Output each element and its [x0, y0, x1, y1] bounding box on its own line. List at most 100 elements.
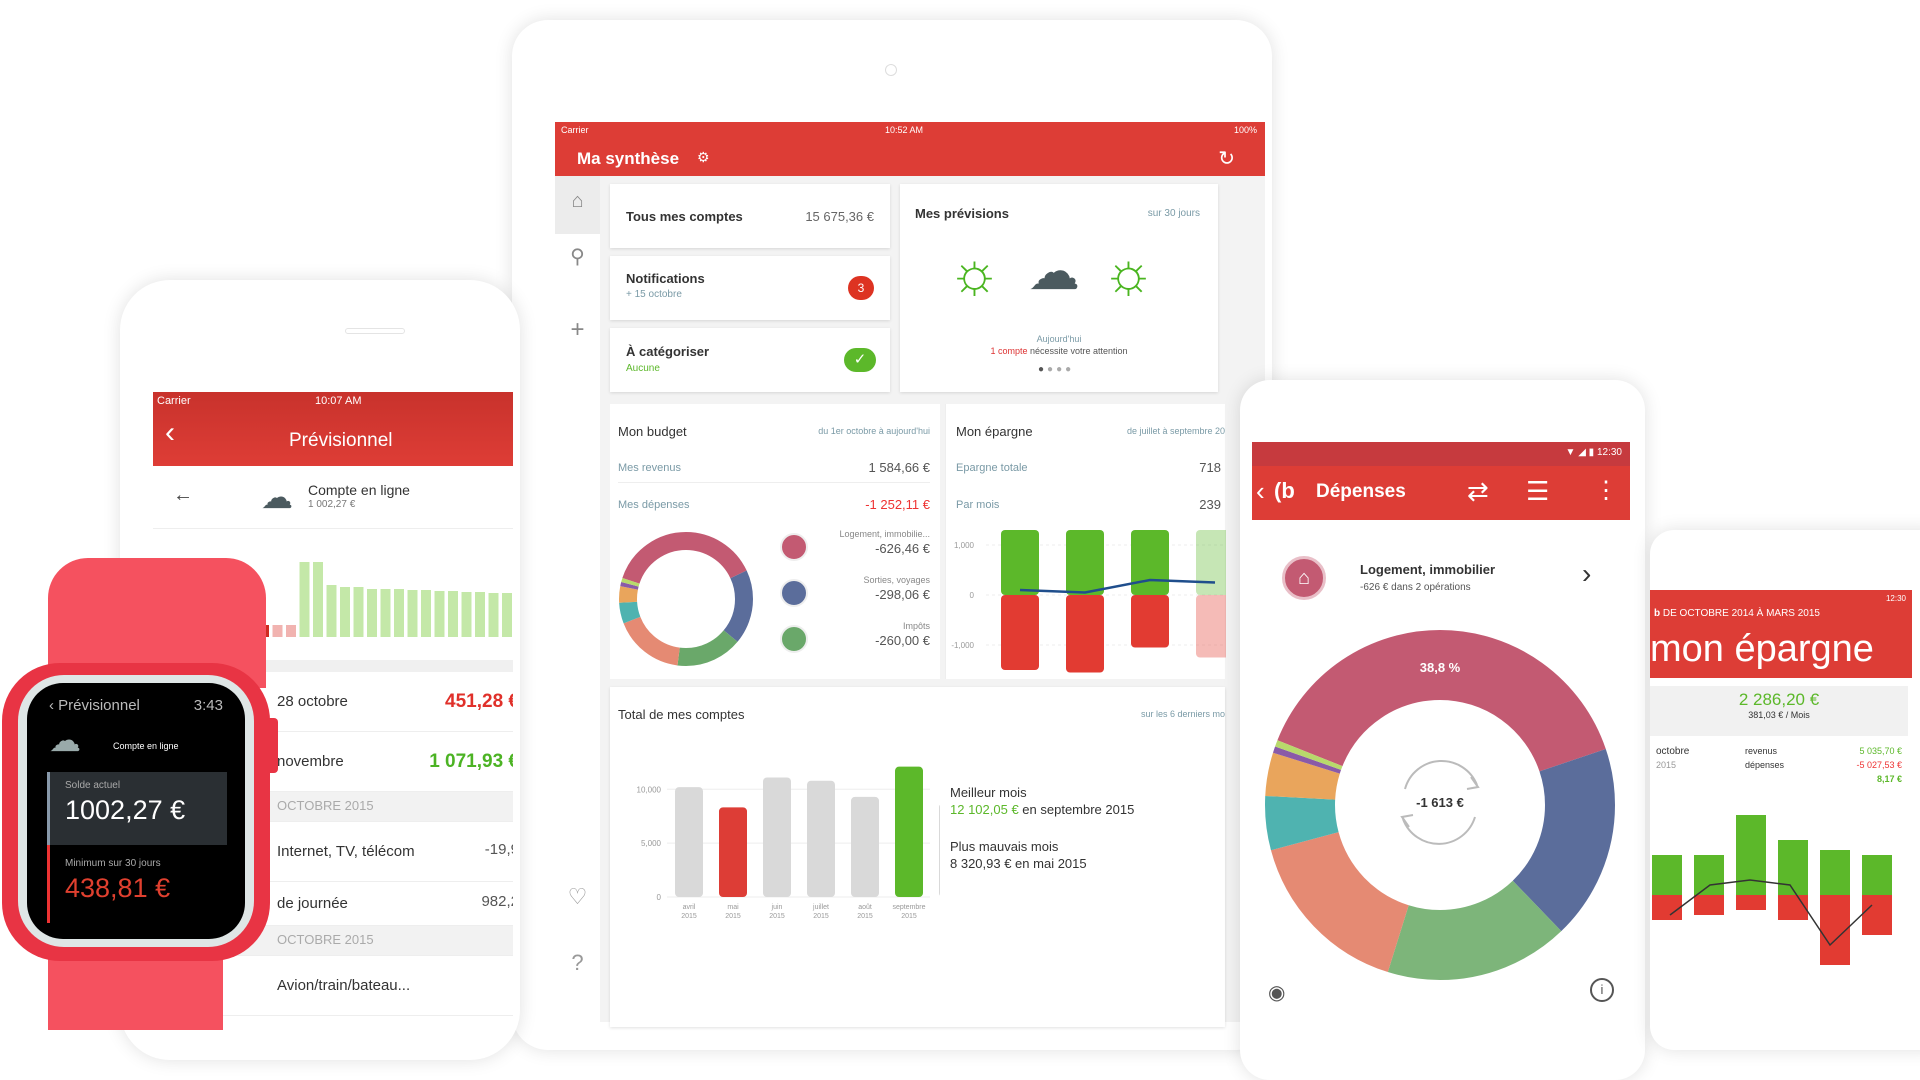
total-title: Total de mes comptes	[618, 707, 745, 722]
donut-slice	[619, 532, 753, 666]
refresh-icon[interactable]: ↻	[1218, 148, 1235, 170]
total-expenses: -1 613 €	[1416, 795, 1464, 810]
bar	[675, 787, 703, 897]
expenses-donut-chart	[1265, 630, 1615, 980]
expense-value: -1 252,11 €	[865, 497, 930, 512]
page-title: mon épargne	[1650, 628, 1874, 670]
legend-label: Logement, immobilie...	[839, 529, 930, 539]
x-tick-label: 2015	[901, 913, 917, 920]
category-row[interactable]: ⌂ Logement, immobilier -626 € dans 2 opé…	[1252, 552, 1630, 612]
back-icon[interactable]: ‹	[1256, 476, 1265, 506]
legend-item[interactable]: Sorties, voyages -298,06 €	[780, 575, 930, 615]
category-icon	[780, 533, 808, 561]
bar	[807, 780, 835, 897]
bar-expense	[1001, 595, 1039, 670]
carrier: Carrier	[561, 125, 589, 135]
watch-case: ‹ Prévisionnel 3:43 ☁ Compte en ligne So…	[2, 663, 270, 961]
nav-add[interactable]: +	[570, 316, 585, 343]
carrier: Carrier	[157, 395, 191, 407]
x-tick-label: 2015	[813, 913, 829, 920]
bar	[448, 591, 458, 637]
status-time: 10:52 AM	[885, 125, 924, 135]
item-label: Avion/train/bateau...	[277, 977, 411, 994]
nav-home[interactable]: ⌂	[555, 176, 600, 234]
y-tick-label: 0	[970, 591, 975, 600]
legend-value: -260,00 €	[875, 633, 930, 648]
bar	[394, 589, 404, 637]
iphone-header: Carrier 10:07 AM ‹ Prévisionnel	[153, 392, 513, 466]
savings-total: 718	[1199, 460, 1221, 475]
legend-item[interactable]: Impôts -260,00 €	[780, 621, 930, 661]
x-tick-label: août	[858, 904, 872, 911]
total-card[interactable]: Total de mes comptes sur les 6 derniers …	[610, 687, 1225, 1027]
period-label: DE OCTOBRE 2014 À MARS 2015	[1662, 608, 1820, 619]
nav-search[interactable]: ⚲	[570, 246, 585, 268]
nav-help[interactable]: ?	[571, 950, 584, 975]
android-toolbar: ‹ (b Dépenses ⇄ ☰ ⋮	[1252, 466, 1630, 520]
donut-slice	[1265, 630, 1615, 980]
savings-card[interactable]: Mon épargne de juillet à septembre 20 Ep…	[945, 404, 1226, 679]
savings-title: Mon épargne	[956, 424, 1033, 439]
notifications-label: Notifications	[626, 271, 705, 286]
bar	[719, 807, 747, 897]
forecast-period: sur 30 jours	[1147, 208, 1200, 219]
x-tick-label: avril	[683, 904, 696, 911]
account-name: Compte en ligne	[308, 482, 410, 498]
bar	[502, 593, 512, 637]
chevron-right-icon[interactable]: ›	[1582, 558, 1592, 589]
bar-expense	[1196, 595, 1226, 658]
budget-card[interactable]: Mon budget du 1er octobre à aujourd'hui …	[610, 404, 940, 679]
swap-icon[interactable]: ⇄	[1467, 476, 1489, 506]
savings-period: de juillet à septembre 20	[1126, 426, 1225, 436]
watch-back[interactable]: ‹ Prévisionnel	[49, 697, 140, 714]
phone2-screen: 12:30 b DE OCTOBRE 2014 À MARS 2015 mon …	[1650, 590, 1912, 1018]
prev-account-icon[interactable]: ←	[173, 484, 193, 506]
rotate-icon[interactable]	[1385, 747, 1495, 857]
bar	[313, 562, 323, 637]
nav-favorites[interactable]: ♡	[567, 884, 588, 909]
legend-item[interactable]: Logement, immobilie... -626,46 €	[780, 529, 930, 569]
more-icon[interactable]: ⋮	[1594, 477, 1618, 504]
notifications-date: + 15 octobre	[626, 289, 682, 300]
savings-total: 2 286,20 €	[1738, 690, 1820, 709]
list-icon[interactable]: ☰	[1526, 476, 1550, 506]
item-value: 982,2	[481, 893, 513, 910]
eye-icon[interactable]: ◉	[1268, 982, 1286, 1004]
donut-slice	[1265, 630, 1615, 980]
page-dots[interactable]: ●●●●	[1038, 364, 1075, 375]
settings-icon[interactable]: ⚙	[697, 149, 710, 165]
category-amount: -626 € dans 2 opérations	[1360, 582, 1471, 593]
bar-income	[1820, 850, 1850, 895]
watch-min-label: Minimum sur 30 jours	[65, 858, 161, 869]
sun-icon: ☼	[1102, 240, 1156, 305]
x-tick-label: 2015	[681, 913, 697, 920]
net-value: 8,17 €	[1876, 774, 1902, 784]
bar	[488, 593, 499, 637]
check-icon: ✓	[844, 348, 876, 372]
bar	[340, 587, 350, 637]
camera	[885, 64, 897, 76]
notifications-card[interactable]: Notifications + 15 octobre 3	[610, 256, 890, 320]
forecast-card[interactable]: Mes prévisions sur 30 jours ☼ ☁ ☼ Aujour…	[900, 184, 1218, 392]
bar	[475, 592, 485, 637]
x-tick-label: 2015	[725, 913, 741, 920]
selected-percent: 38,8 %	[1419, 660, 1461, 675]
best-month-label: Meilleur mois	[950, 785, 1027, 800]
best-month: 12 102,05 € en septembre 2015	[950, 802, 1134, 817]
categorize-count: Aucune	[626, 363, 660, 374]
bar-income	[1694, 855, 1724, 895]
info-icon[interactable]: i	[1590, 978, 1614, 1002]
donut-slice	[619, 532, 753, 666]
bar-expense	[1862, 895, 1892, 935]
bar	[367, 589, 377, 637]
house-icon: ⌂	[1282, 556, 1326, 600]
back-icon[interactable]: ‹	[165, 416, 175, 449]
categorize-card[interactable]: À catégoriser Aucune ✓	[610, 328, 890, 392]
battery: 100%	[1233, 125, 1257, 135]
status-bar: Carrier 10:52 AM 100%	[555, 122, 1265, 140]
categorize-label: À catégoriser	[626, 344, 710, 359]
legend-label: Sorties, voyages	[863, 575, 930, 585]
page-title: Ma synthèse	[577, 149, 680, 168]
accounts-card[interactable]: Tous mes comptes 15 675,36 €	[610, 184, 890, 248]
watch-balance: 1002,27 €	[65, 795, 186, 825]
